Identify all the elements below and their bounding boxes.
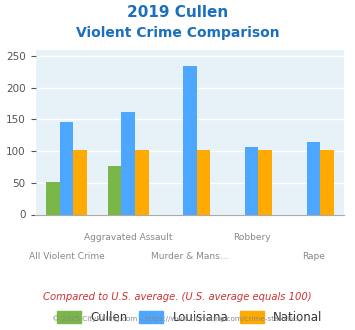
Text: Aggravated Assault: Aggravated Assault bbox=[84, 233, 173, 242]
Legend: Cullen, Louisiana, National: Cullen, Louisiana, National bbox=[53, 306, 327, 329]
Bar bbox=[258, 150, 272, 214]
Bar bbox=[46, 182, 60, 214]
Bar bbox=[108, 166, 121, 214]
Bar bbox=[197, 150, 210, 214]
Text: Compared to U.S. average. (U.S. average equals 100): Compared to U.S. average. (U.S. average … bbox=[43, 292, 312, 302]
Text: All Violent Crime: All Violent Crime bbox=[28, 252, 104, 261]
Bar bbox=[307, 142, 320, 214]
Bar bbox=[183, 66, 197, 214]
Text: Murder & Mans...: Murder & Mans... bbox=[151, 252, 229, 261]
Text: Rape: Rape bbox=[302, 252, 325, 261]
Text: Violent Crime Comparison: Violent Crime Comparison bbox=[76, 26, 279, 40]
Bar bbox=[121, 112, 135, 214]
Bar bbox=[60, 122, 73, 214]
Bar bbox=[73, 150, 87, 214]
Bar bbox=[320, 150, 334, 214]
Text: 2019 Cullen: 2019 Cullen bbox=[127, 5, 228, 20]
Bar bbox=[135, 150, 148, 214]
Bar bbox=[245, 147, 258, 214]
Text: Robbery: Robbery bbox=[233, 233, 271, 242]
Text: © 2025 CityRating.com - https://www.cityrating.com/crime-statistics/: © 2025 CityRating.com - https://www.city… bbox=[53, 315, 302, 322]
